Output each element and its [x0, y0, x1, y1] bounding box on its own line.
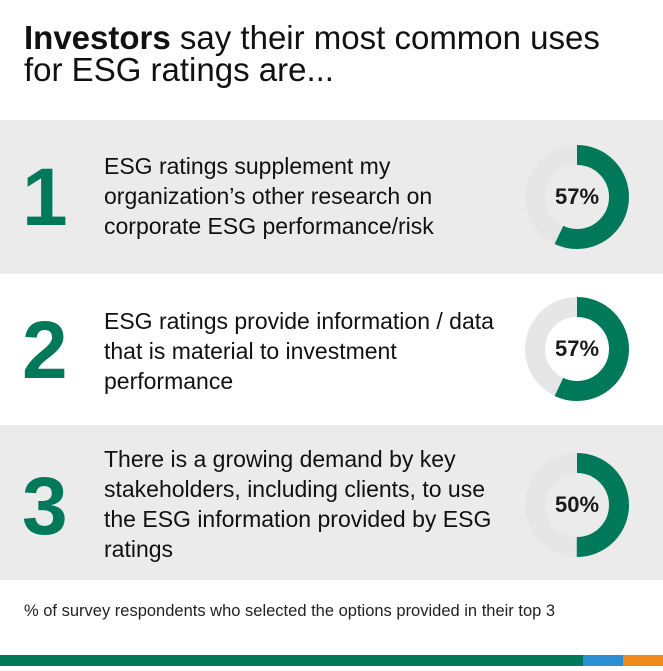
item-text: ESG ratings provide information / data t… [104, 308, 494, 394]
rank-number: 2 [22, 305, 68, 396]
list-item-2: 2 ESG ratings provide information / data… [0, 274, 663, 425]
list-item-3: 3 There is a growing demand by key stake… [0, 425, 663, 580]
donut-chart: 57% [523, 143, 631, 251]
donut-chart: 50% [523, 451, 631, 559]
page-title: Investors say their most common uses for … [24, 19, 600, 88]
donut-svg [525, 145, 629, 249]
item-text: ESG ratings supplement my organization’s… [104, 153, 434, 239]
percent-label: 57% [554, 184, 600, 209]
item-text: There is a growing demand by key stakeho… [104, 446, 492, 562]
donut-arc [525, 145, 629, 249]
percent-label: 50% [554, 492, 600, 517]
donut-chart: 57% [523, 295, 631, 403]
percent-label: 57% [554, 336, 600, 361]
title-line2: for ESG ratings are... [24, 51, 334, 88]
title-rest: say their most common uses [170, 19, 600, 56]
title-bold: Investors [24, 19, 171, 56]
bar-segment-green [0, 655, 583, 666]
bottom-color-bar [0, 655, 663, 666]
donut-svg [525, 453, 629, 557]
bar-segment-orange [623, 655, 663, 666]
rank-number: 1 [22, 152, 68, 243]
list-item-1: 1 ESG ratings supplement my organization… [0, 120, 663, 274]
rank-number: 3 [22, 461, 68, 552]
footnote: % of survey respondents who selected the… [24, 602, 556, 620]
donut-arc [525, 453, 629, 557]
donut-svg [525, 297, 629, 401]
donut-arc [525, 297, 629, 401]
bar-segment-blue [583, 655, 623, 666]
